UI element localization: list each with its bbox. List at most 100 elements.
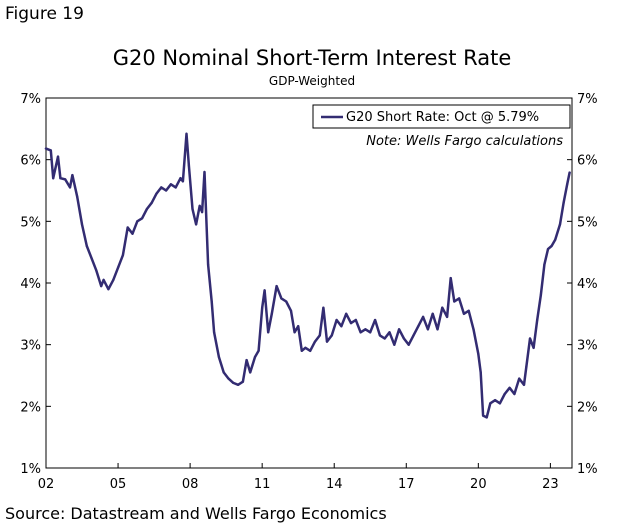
series-point — [449, 277, 452, 280]
series-point — [407, 343, 410, 346]
series-point — [56, 155, 60, 158]
y-tick-right-label: 1% — [577, 462, 598, 477]
series-point — [155, 192, 158, 195]
series-point — [359, 331, 362, 334]
y-axis-left: 1% 2% 3% 4% 5% 6% 7% — [20, 92, 51, 477]
y-tick-right-label: 3% — [577, 339, 598, 354]
series-line — [44, 132, 571, 419]
series-point — [498, 402, 501, 405]
series-point — [417, 325, 420, 328]
y-tick-left-label: 4% — [20, 277, 41, 292]
y-tick-left-label: 5% — [20, 215, 41, 230]
series-point — [522, 383, 526, 386]
chart-title: G20 Nominal Short-Term Interest Rate — [112, 46, 512, 70]
y-tick-right-label: 7% — [577, 92, 598, 107]
series-point — [550, 244, 553, 248]
series-point — [528, 337, 532, 340]
series-point — [136, 220, 139, 223]
chart-subtitle: GDP-Weighted — [268, 74, 356, 88]
series-point — [126, 226, 129, 229]
legend: G20 Short Rate: Oct @ 5.79% — [312, 104, 571, 129]
series-point — [160, 186, 163, 189]
x-tick-label: 02 — [38, 477, 55, 492]
series-point — [293, 331, 296, 334]
series-point — [335, 318, 338, 322]
legend-box — [312, 104, 571, 129]
series-point — [300, 349, 303, 352]
series-point — [210, 300, 213, 303]
series-point — [222, 371, 225, 374]
series-point — [213, 331, 216, 334]
series-point — [145, 207, 148, 211]
series-point — [112, 278, 115, 281]
series-point — [313, 340, 317, 343]
series-point — [436, 328, 439, 331]
series-point — [536, 318, 539, 322]
series-point — [237, 383, 240, 386]
series-point — [349, 322, 353, 325]
series-point — [539, 294, 542, 297]
series-point — [458, 297, 461, 300]
series-point — [374, 318, 377, 322]
series-point — [485, 416, 488, 419]
series-point — [253, 355, 257, 359]
series-point — [431, 312, 434, 315]
series-point — [179, 177, 182, 180]
series-point — [121, 254, 124, 257]
y-tick-left-label: 3% — [20, 339, 41, 354]
series-point — [568, 171, 571, 174]
series-point — [198, 204, 201, 207]
series-point — [479, 371, 482, 374]
series-point — [554, 238, 557, 241]
y-tick-left-label: 7% — [20, 92, 41, 107]
series-point — [52, 177, 55, 180]
series-point — [304, 346, 307, 349]
series-point — [169, 183, 172, 186]
series-point — [270, 312, 273, 315]
series-point — [80, 223, 84, 226]
series-point — [275, 285, 278, 288]
series-point — [241, 380, 244, 383]
x-tick-label: 05 — [110, 477, 127, 492]
series-point — [508, 386, 511, 389]
series-point — [76, 195, 79, 198]
series-point — [191, 207, 194, 211]
series-point — [562, 201, 565, 204]
y-tick-right-label: 6% — [577, 154, 598, 169]
series-point — [412, 334, 415, 337]
series-point — [85, 244, 88, 248]
series-point — [494, 399, 497, 402]
series-point — [207, 263, 210, 266]
series-point — [102, 278, 105, 281]
y-tick-left-label: 1% — [20, 462, 41, 477]
series-point — [227, 377, 230, 380]
series-point — [402, 337, 405, 340]
y-tick-right-label: 5% — [577, 215, 598, 230]
series-point — [280, 297, 283, 300]
series-point — [393, 343, 396, 346]
series-point — [364, 328, 367, 331]
series-point — [249, 371, 252, 374]
series-point — [68, 186, 72, 189]
series-point — [462, 312, 465, 315]
series-point — [150, 201, 153, 204]
series-point — [354, 318, 357, 322]
series-point — [318, 334, 321, 337]
series-point — [203, 170, 206, 174]
series-point — [525, 365, 528, 368]
x-axis: 02 05 08 11 14 17 20 23 — [38, 463, 559, 492]
series-point — [263, 289, 266, 292]
series-point — [100, 285, 103, 288]
series-point — [322, 306, 325, 309]
series-point — [261, 306, 264, 309]
series-point — [325, 340, 329, 343]
series-point — [422, 315, 425, 318]
series-point — [503, 392, 506, 396]
series-point — [245, 359, 248, 362]
y-axis-right: 1% 2% 3% 4% 5% 6% 7% — [567, 92, 598, 477]
y-tick-right-label: 4% — [577, 277, 598, 292]
series-point — [378, 334, 381, 337]
series-point — [441, 306, 444, 309]
series-point — [285, 300, 288, 303]
series-point — [472, 328, 475, 331]
